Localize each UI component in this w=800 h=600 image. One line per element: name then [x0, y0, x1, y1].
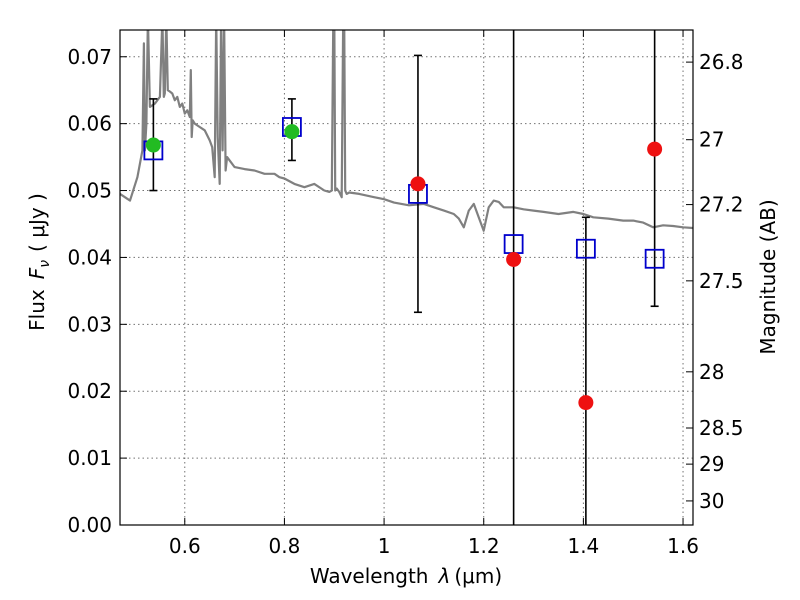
x-axis-label-unit: (μm) [454, 564, 502, 588]
y-axis-label-subscript: ν [37, 260, 53, 268]
y2-tick-label: 27.5 [699, 269, 744, 293]
x-tick-label: 0.6 [169, 534, 201, 558]
plot-area [120, 30, 693, 525]
y-axis-label: Flux Fν ( μJy ) [25, 193, 53, 331]
x-tick-label: 1 [378, 534, 391, 558]
y2-tick-label: 28.5 [699, 416, 744, 440]
y-axis-label-symbol: F [25, 267, 49, 279]
model-spectrum-line [120, 30, 693, 232]
measurement-point [578, 395, 594, 411]
grid [120, 30, 693, 526]
x-axis-label: Wavelength λ (μm) [310, 564, 502, 588]
y2-tick-label: 30 [699, 489, 724, 513]
detection-point [145, 137, 161, 153]
detection-point [284, 124, 300, 140]
measurement-point [647, 141, 663, 157]
y2-axis-label: Magnitude (AB) [756, 199, 780, 354]
y2-tick-label: 27.2 [699, 193, 744, 217]
y-axis-label-text: Flux [25, 289, 49, 331]
x-tick-label: 1.6 [667, 534, 699, 558]
y-tick-label: 0.02 [67, 379, 112, 403]
model-photometry-square [575, 238, 596, 259]
measurement-point [410, 176, 426, 192]
x-axis-label-symbol: λ [438, 564, 451, 588]
y-axis-label-unit: ( μJy ) [25, 193, 49, 252]
plot-frame [119, 29, 694, 526]
y-tick-label: 0.01 [67, 446, 112, 470]
y2-tick-label: 29 [699, 452, 724, 476]
y-tick-label: 0.00 [67, 513, 112, 537]
y2-tick-label: 27 [699, 128, 724, 152]
measurement-point [506, 251, 522, 267]
x-tick-label: 1.2 [468, 534, 500, 558]
y2-tick-label: 28 [699, 360, 724, 384]
y-tick-label: 0.04 [67, 245, 112, 269]
y-tick-label: 0.07 [67, 45, 112, 69]
y-tick-label: 0.05 [67, 179, 112, 203]
y2-tick-label: 26.8 [699, 50, 744, 74]
x-tick-label: 0.8 [269, 534, 301, 558]
axes: 0.6 0.8 1 1.2 1.4 1.6 0.00 0.01 0.02 0.03 0.04 0.05… [67, 30, 744, 558]
y-tick-label: 0.06 [67, 112, 112, 136]
x-axis-label-text: Wavelength [310, 564, 429, 588]
x-tick-label: 1.4 [567, 534, 599, 558]
y-tick-label: 0.03 [67, 312, 112, 336]
model-photometry-square [644, 248, 665, 269]
